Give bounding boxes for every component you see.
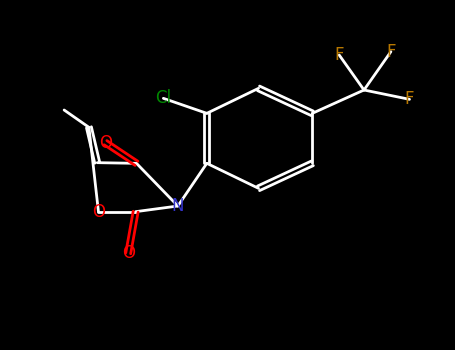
Text: N: N	[172, 197, 184, 215]
Text: O: O	[122, 244, 135, 262]
Text: F: F	[334, 46, 344, 64]
Text: O: O	[99, 134, 112, 152]
Text: F: F	[386, 43, 396, 61]
Text: O: O	[92, 203, 105, 220]
Text: F: F	[405, 90, 414, 108]
Text: Cl: Cl	[155, 89, 172, 107]
